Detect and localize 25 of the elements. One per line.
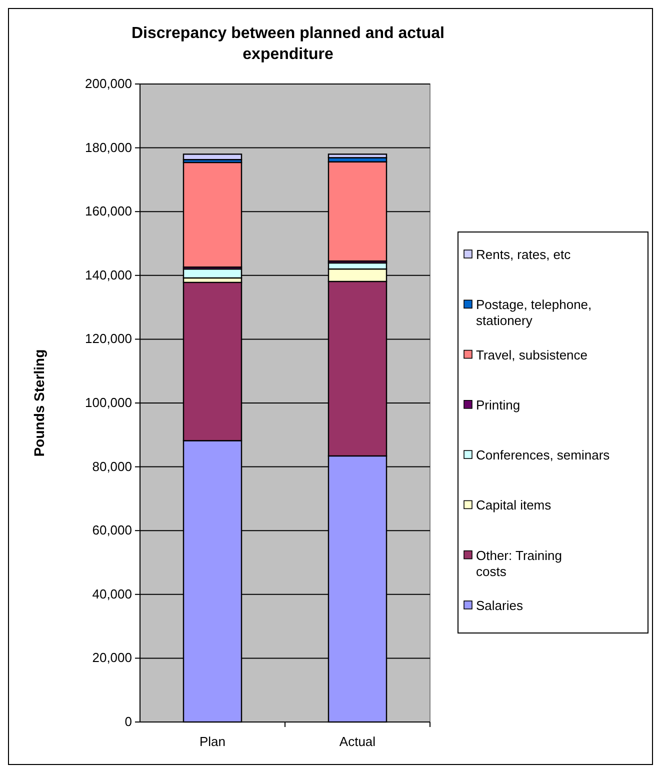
legend-label: Other: Training costs: [476, 548, 562, 579]
y-tick-label: 160,000: [85, 204, 132, 219]
legend-label: Capital items: [476, 498, 552, 513]
bar: [328, 154, 388, 158]
y-tick-label: 120,000: [85, 331, 132, 346]
y-tick-label: 80,000: [92, 458, 132, 474]
y-tick-label: 100,000: [85, 395, 132, 410]
y-tick-label: 60,000: [92, 522, 132, 538]
y-axis-title: Pounds Sterling: [31, 349, 47, 457]
legend-label: Rents, rates, etc: [476, 247, 572, 262]
y-tick-label: 180,000: [85, 140, 132, 155]
legend-label: Postage, telephone, stationery: [476, 297, 592, 328]
y-tick-label: 140,000: [85, 267, 132, 282]
y-tick-label: 0: [124, 714, 132, 729]
legend-label: Conferences, seminars: [476, 448, 610, 463]
x-tick-label: Plan: [199, 734, 226, 749]
chart-title: Discrepancy between planned and actual expenditure: [132, 25, 444, 63]
y-tick-label: 20,000: [92, 650, 132, 666]
legend-label: Salaries: [476, 598, 524, 613]
legend-label: Printing: [476, 397, 520, 412]
y-tick-label: 200,000: [85, 76, 132, 91]
y-tick-label: 40,000: [92, 586, 132, 602]
x-tick-label: Actual: [339, 734, 376, 749]
legend-label: Travel, subsistence: [476, 347, 588, 362]
bar: [182, 154, 242, 160]
